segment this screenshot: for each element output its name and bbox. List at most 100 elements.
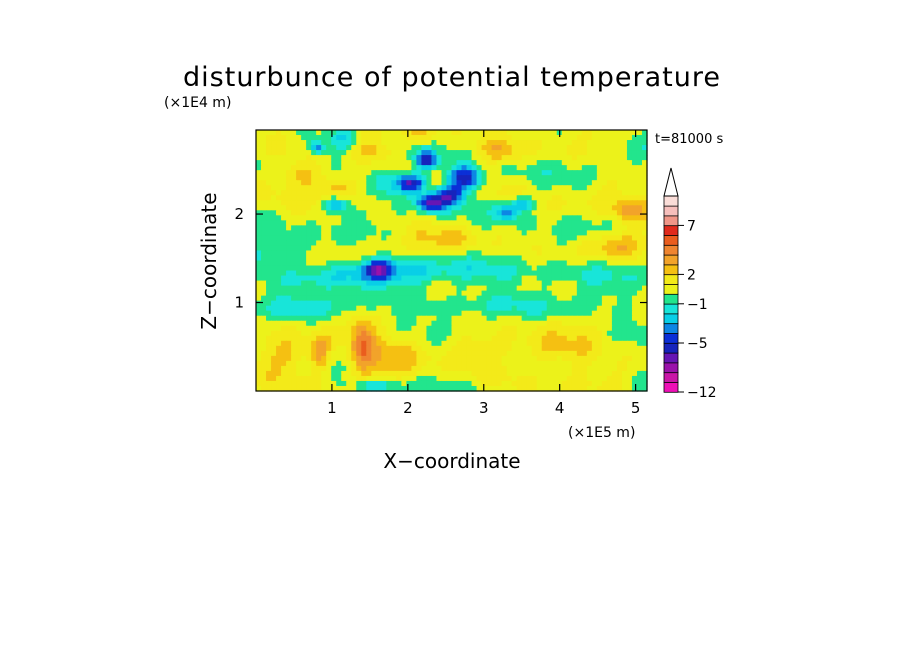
- contour-cell: [326, 260, 332, 267]
- contour-cell: [466, 230, 473, 236]
- contour-cell: [566, 180, 573, 186]
- contour-cell: [261, 385, 267, 392]
- contour-cell: [521, 310, 528, 317]
- contour-cell: [256, 335, 262, 342]
- contour-cell: [291, 360, 297, 367]
- contour-cell: [551, 275, 558, 282]
- contour-cell: [381, 290, 387, 297]
- contour-cell: [401, 295, 407, 302]
- contour-cell: [541, 165, 548, 171]
- contour-cell: [591, 200, 598, 206]
- contour-cell: [411, 335, 418, 342]
- contour-cell: [341, 310, 347, 317]
- contour-cell: [566, 380, 573, 387]
- contour-cell: [441, 145, 448, 151]
- contour-cell: [281, 130, 287, 136]
- contour-cell: [506, 130, 513, 136]
- contour-cell: [386, 260, 392, 267]
- contour-cell: [271, 135, 277, 141]
- contour-cell: [521, 205, 528, 211]
- contour-cell: [601, 220, 608, 226]
- contour-cell: [471, 170, 478, 176]
- contour-cell: [586, 150, 593, 156]
- contour-cell: [536, 165, 543, 171]
- contour-cell: [421, 140, 428, 146]
- contour-cell: [511, 320, 518, 327]
- contour-cell: [566, 220, 573, 226]
- contour-cell: [326, 220, 332, 226]
- contour-cell: [591, 345, 598, 352]
- contour-cell: [316, 235, 322, 242]
- contour-cell: [496, 205, 503, 211]
- contour-cell: [411, 270, 418, 277]
- contour-cell: [546, 295, 553, 302]
- contour-cell: [521, 355, 528, 362]
- contour-cell: [481, 135, 488, 141]
- contour-cell: [621, 210, 628, 216]
- contour-cell: [411, 330, 418, 337]
- contour-cell: [261, 190, 267, 196]
- contour-cell: [386, 230, 392, 236]
- contour-cell: [531, 270, 538, 277]
- contour-cell: [486, 325, 493, 332]
- contour-cell: [481, 240, 488, 247]
- contour-cell: [546, 130, 553, 136]
- contour-cell: [571, 255, 578, 262]
- contour-cell: [616, 230, 623, 236]
- contour-cell: [481, 380, 488, 387]
- contour-cell: [311, 290, 317, 297]
- contour-cell: [606, 165, 613, 171]
- contour-cell: [641, 265, 648, 272]
- contour-cell: [586, 210, 593, 216]
- contour-cell: [271, 345, 277, 352]
- contour-cell: [436, 185, 443, 191]
- contour-cell: [391, 240, 397, 247]
- contour-cell: [351, 240, 357, 247]
- contour-cell: [316, 230, 322, 236]
- contour-cell: [486, 245, 493, 252]
- contour-cell: [446, 350, 453, 357]
- contour-cell: [561, 325, 568, 332]
- contour-cell: [566, 165, 573, 171]
- contour-cell: [586, 230, 593, 236]
- contour-cell: [541, 155, 548, 161]
- contour-cell: [471, 385, 478, 392]
- contour-cell: [301, 140, 307, 146]
- contour-cell: [511, 350, 518, 357]
- contour-cell: [311, 170, 317, 176]
- contour-cell: [501, 310, 508, 317]
- contour-cell: [571, 370, 578, 377]
- contour-cell: [461, 220, 468, 226]
- contour-cell: [346, 205, 352, 211]
- contour-cell: [576, 190, 583, 196]
- contour-cell: [331, 345, 337, 352]
- contour-cell: [376, 335, 382, 342]
- contour-cell: [366, 295, 372, 302]
- contour-cell: [476, 170, 483, 176]
- contour-cell: [546, 245, 553, 252]
- contour-cell: [541, 375, 548, 382]
- contour-cell: [416, 225, 423, 231]
- contour-cell: [576, 360, 583, 367]
- contour-cell: [446, 235, 453, 242]
- contour-cell: [286, 280, 292, 287]
- contour-cell: [531, 305, 538, 312]
- contour-cell: [256, 305, 262, 312]
- contour-cell: [276, 215, 282, 221]
- contour-cell: [621, 165, 628, 171]
- contour-cell: [536, 340, 543, 347]
- contour-cell: [426, 175, 433, 181]
- contour-cell: [376, 255, 382, 262]
- contour-cell: [516, 365, 523, 372]
- contour-cell: [601, 185, 608, 191]
- contour-cell: [361, 155, 367, 161]
- contour-cell: [471, 290, 478, 297]
- contour-cell: [486, 240, 493, 247]
- contour-cell: [396, 320, 402, 327]
- contour-cell: [341, 215, 347, 221]
- contour-cell: [606, 285, 613, 292]
- contour-cell: [256, 165, 262, 171]
- contour-cell: [626, 140, 633, 146]
- contour-cell: [276, 360, 282, 367]
